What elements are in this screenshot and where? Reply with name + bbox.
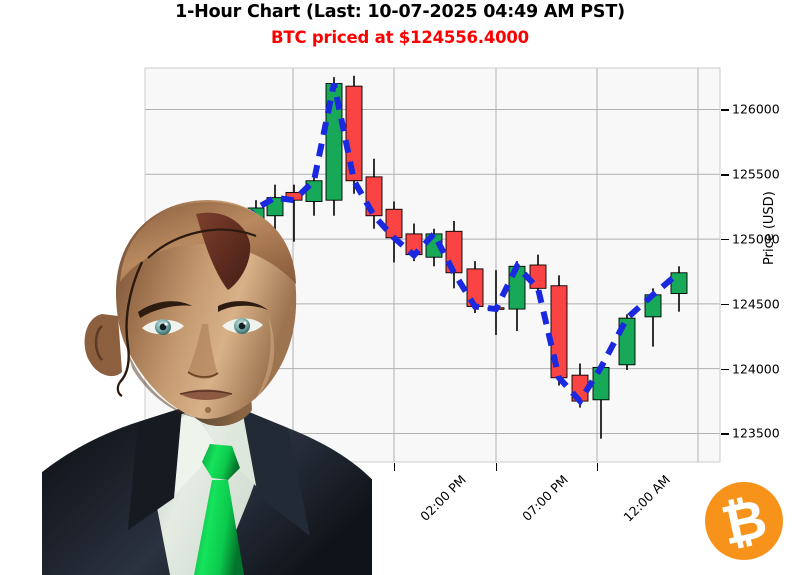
skull-seam-tail — [116, 381, 123, 397]
bitcoin-circle — [705, 482, 783, 560]
eyebrow-right — [218, 301, 268, 312]
pupil-right — [238, 322, 246, 330]
y-axis-tick-mark — [721, 109, 729, 111]
ear — [84, 314, 122, 377]
eye-highlight-left — [164, 322, 168, 326]
x-axis-tick-mark — [597, 463, 599, 471]
suit-lapel-right — [242, 409, 310, 536]
y-axis-tick-mark — [721, 303, 729, 306]
suit-lapel-left — [128, 408, 182, 530]
y-axis-label: Price (USD) — [762, 191, 777, 265]
chart-title: 1-Hour Chart (Last: 10-07-2025 04:49 AM … — [175, 2, 625, 22]
y-axis-tick-label: 123500 — [732, 425, 780, 441]
trend-line — [178, 82, 681, 407]
skull-seam-side — [119, 261, 144, 383]
skull-seam-top — [147, 228, 257, 259]
android-trader-avatar — [42, 196, 372, 575]
ear-inner — [94, 325, 103, 361]
x-axis-tick-label: 07:00 PM — [519, 472, 571, 524]
avatar-artwork — [42, 200, 372, 575]
eyebrow-left — [138, 301, 192, 318]
bitcoin-logo: ₿ — [700, 477, 788, 565]
chart-subtitle: BTC priced at $124556.4000 — [271, 28, 529, 47]
necktie — [194, 480, 244, 575]
candle-body — [385, 208, 403, 239]
y-axis-tick-mark — [721, 368, 729, 371]
chin-detail — [205, 407, 211, 413]
y-axis-tick-label: 124500 — [732, 296, 780, 312]
nose-base — [187, 371, 219, 378]
x-axis-tick-label: 02:00 PM — [417, 472, 469, 524]
lip-line — [179, 390, 233, 395]
eye-highlight-right — [243, 321, 247, 325]
y-axis-tick-mark — [721, 174, 729, 176]
x-axis-tick-mark — [496, 463, 498, 471]
y-axis-tick-mark — [721, 433, 729, 435]
x-axis-tick-label: 12:00 AM — [620, 472, 673, 525]
candle-body — [529, 264, 547, 289]
y-axis-tick-label: 126000 — [732, 101, 780, 117]
y-axis-tick-label: 125500 — [732, 166, 780, 182]
pupil-left — [159, 323, 167, 331]
trend-polyline — [178, 82, 681, 407]
candle-body — [345, 85, 363, 182]
nose — [188, 324, 218, 380]
scalp-insert — [196, 212, 251, 290]
necktie-knot — [202, 444, 240, 480]
y-axis-tick-label: 124000 — [732, 361, 780, 377]
candle-body — [670, 272, 688, 294]
y-axis-tick-label: 125000 — [732, 231, 780, 247]
cheek-highlight — [256, 316, 275, 398]
y-axis-tick-mark — [721, 239, 729, 241]
bitcoin-logo-svg: ₿ — [705, 482, 783, 560]
x-axis-tick-mark — [394, 463, 396, 471]
head — [116, 200, 297, 419]
